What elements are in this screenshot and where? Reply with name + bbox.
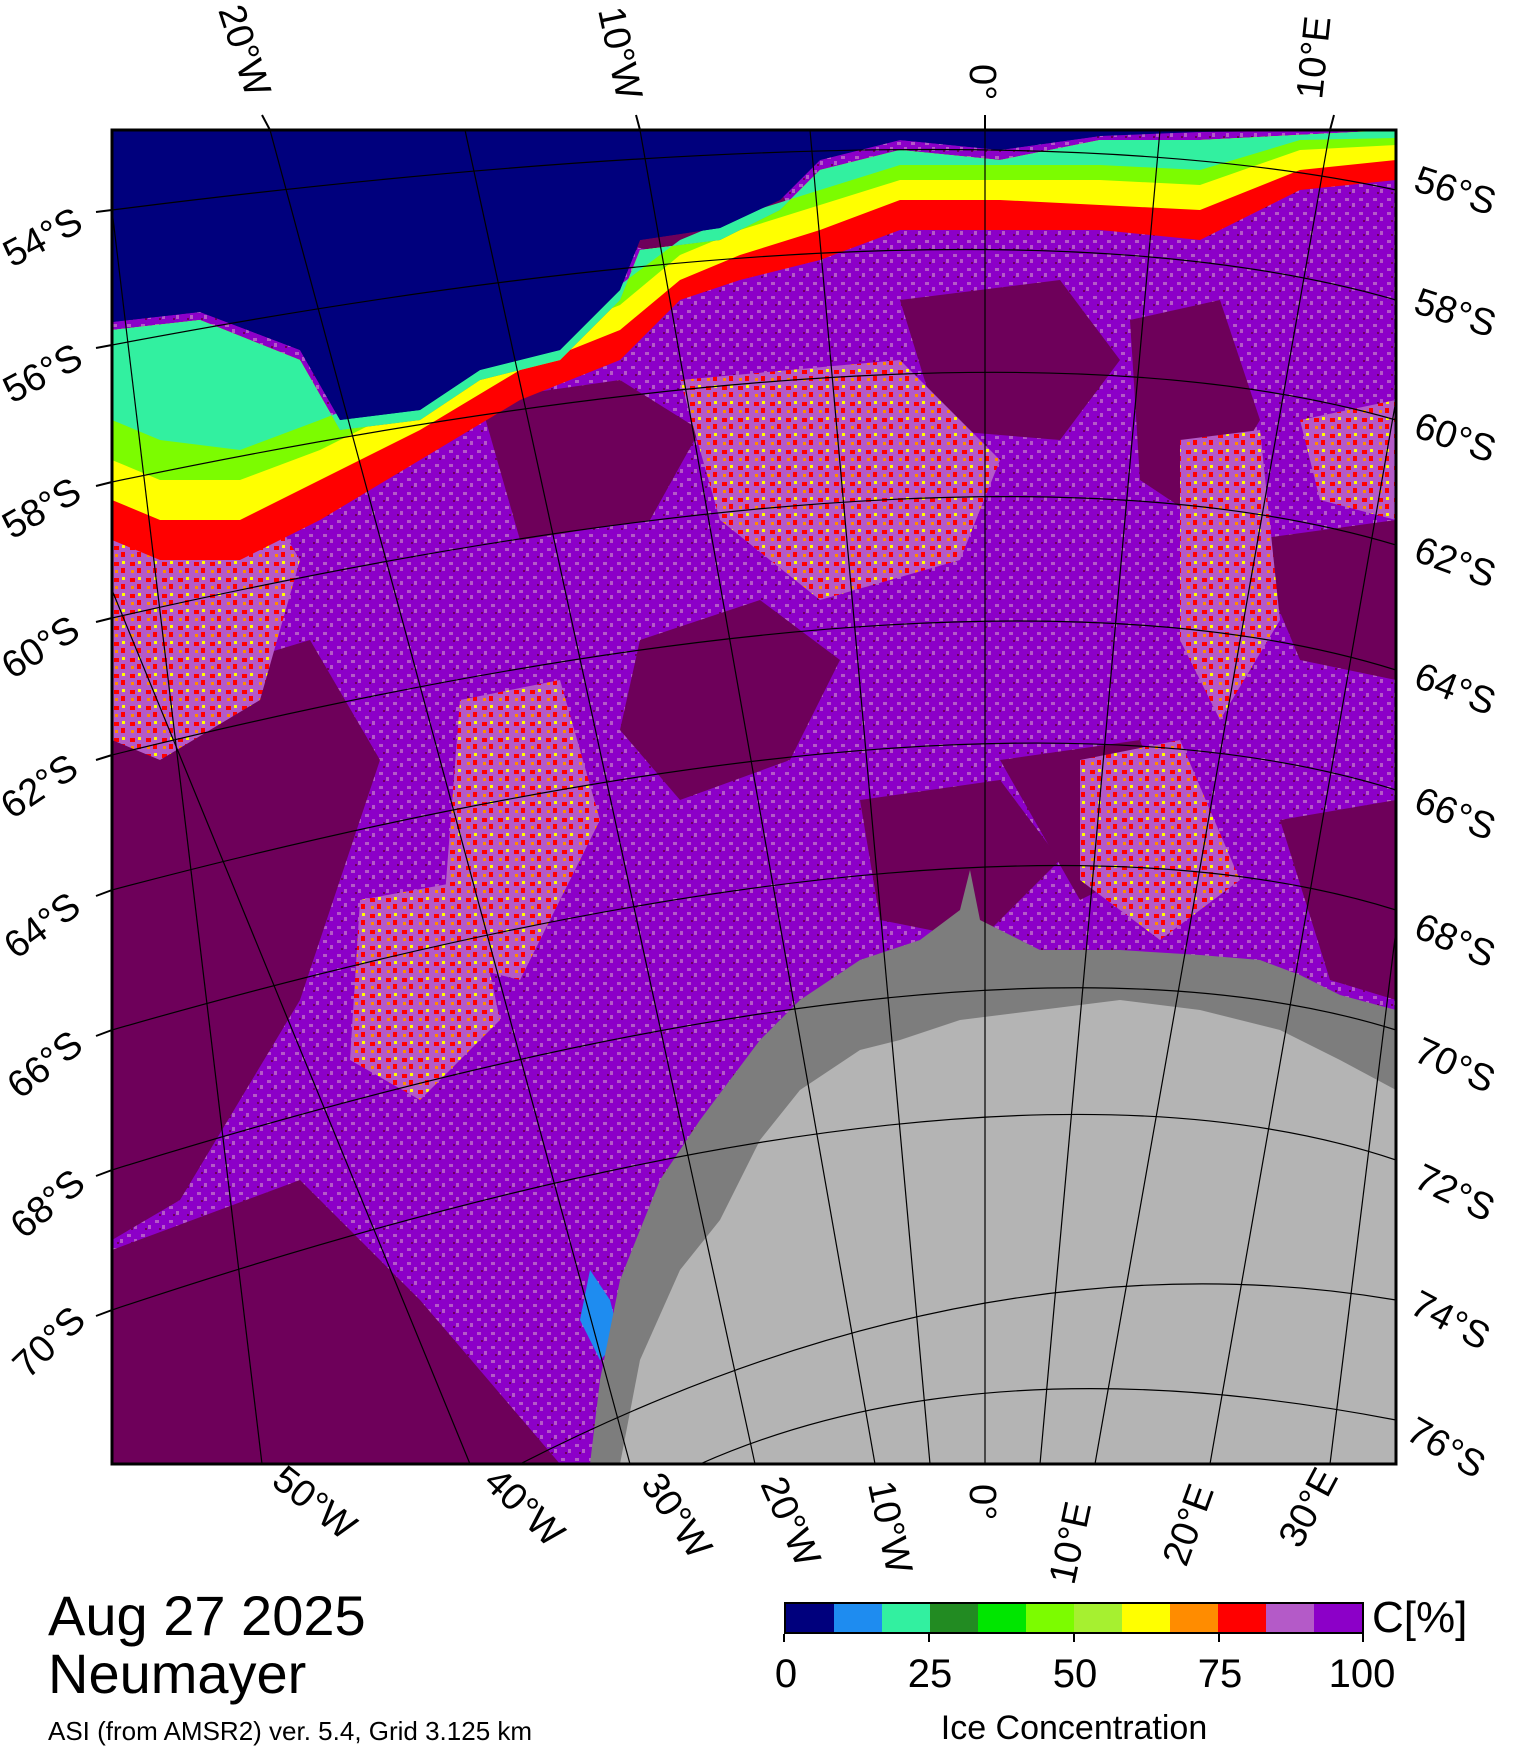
left-lat-label: 70°S	[5, 1299, 94, 1387]
colorbar-tick-label: 100	[1329, 1652, 1396, 1696]
colorbar-segment	[1122, 1604, 1170, 1632]
right-lat-label: 58°S	[1409, 281, 1501, 347]
right-lat-label: 62°S	[1409, 529, 1501, 597]
top-lon-label: 10°W	[589, 3, 650, 103]
bottom-lon-label: 0°	[961, 1484, 1003, 1520]
bottom-lon-label: 10°W	[859, 1477, 920, 1577]
left-lat-label: 54°S	[0, 200, 89, 276]
right-lat-label: 74°S	[1404, 1283, 1497, 1359]
right-lat-label: 70°S	[1408, 1030, 1501, 1102]
colorbar-tick	[1362, 1634, 1364, 1642]
colorbar-tick	[1073, 1634, 1075, 1642]
colorbar-segment	[978, 1604, 1026, 1632]
data-source: ASI (from AMSR2) ver. 5.4, Grid 3.125 km	[48, 1716, 532, 1746]
right-lat-label: 66°S	[1409, 779, 1502, 849]
left-lat-label: 66°S	[0, 1023, 91, 1107]
left-lat-label: 56°S	[0, 336, 89, 412]
colorbar-segment	[1218, 1604, 1266, 1632]
colorbar-tick	[928, 1634, 930, 1642]
right-lat-label: 68°S	[1408, 906, 1501, 977]
left-lat-label: 62°S	[0, 746, 86, 827]
left-lat-label: 68°S	[3, 1161, 93, 1246]
colorbar-tick-label: 50	[1053, 1652, 1098, 1696]
right-lat-label: 56°S	[1409, 159, 1501, 225]
colorbar	[784, 1602, 1364, 1634]
bottom-lon-label: 30°W	[633, 1466, 720, 1567]
colorbar-tick-label: 75	[1198, 1652, 1243, 1696]
right-lat-label: 64°S	[1409, 655, 1501, 724]
left-lat-label: 64°S	[0, 885, 88, 968]
colorbar-segment	[786, 1604, 834, 1632]
colorbar-unit: C[%]	[1372, 1596, 1467, 1640]
colorbar-segment	[1026, 1604, 1074, 1632]
bottom-lon-label: 30°E	[1271, 1461, 1347, 1554]
colorbar-tick-label: 0	[775, 1652, 797, 1696]
top-lon-label: 20°W	[209, 0, 278, 102]
colorbar-segment	[1170, 1604, 1218, 1632]
right-lat-label: 76°S	[1400, 1409, 1493, 1487]
bottom-lon-label: 50°W	[264, 1458, 364, 1549]
colorbar-segment	[1074, 1604, 1122, 1632]
bottom-lon-label: 10°E	[1042, 1498, 1100, 1588]
colorbar-title: Ice Concentration	[941, 1708, 1208, 1748]
right-lat-label: 60°S	[1409, 405, 1501, 472]
colorbar-segment	[882, 1604, 930, 1632]
colorbar-tick	[1218, 1634, 1220, 1642]
top-lon-label: 10°E	[1289, 14, 1339, 101]
colorbar-tick-label: 25	[908, 1652, 953, 1696]
left-lat-label: 60°S	[0, 608, 87, 688]
map-date: Aug 27 2025	[48, 1588, 366, 1644]
right-lat-label: 72°S	[1408, 1156, 1501, 1230]
bottom-lon-label: 20°E	[1155, 1479, 1223, 1571]
bottom-lon-label: 20°W	[752, 1471, 828, 1573]
colorbar-tick	[783, 1634, 785, 1642]
bottom-lon-label: 40°W	[476, 1460, 572, 1555]
colorbar-segment	[1314, 1604, 1362, 1632]
colorbar-segment	[834, 1604, 882, 1632]
colorbar-segment	[930, 1604, 978, 1632]
colorbar-segment	[1266, 1604, 1314, 1632]
station-name: Neumayer	[48, 1646, 306, 1702]
left-lat-label: 58°S	[0, 470, 88, 548]
top-lon-label: 0°	[961, 64, 1003, 100]
